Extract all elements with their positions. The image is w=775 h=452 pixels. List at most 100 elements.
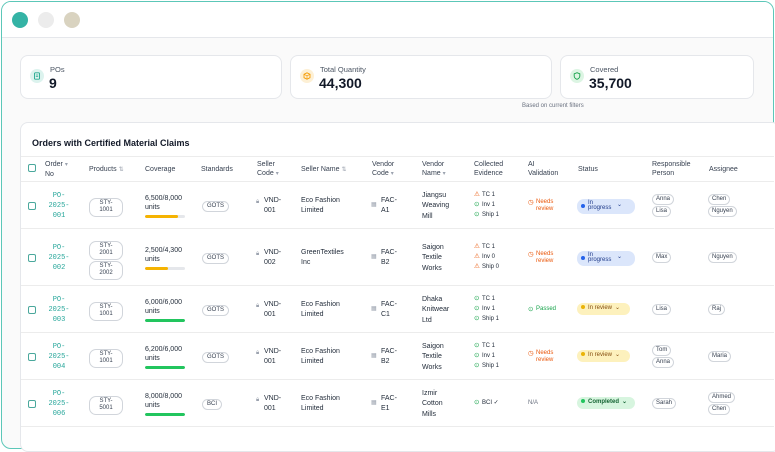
assignee-chip[interactable]: Maria [708, 350, 732, 362]
seller-name-part: Limited [301, 207, 324, 214]
responsible-person-chip[interactable]: Sarah [652, 397, 677, 409]
responsible-person-chip[interactable]: Max [652, 251, 672, 263]
seller-code-part: 001 [264, 311, 276, 318]
window-control-maximize[interactable] [64, 12, 80, 28]
evidence-item: Inv 1 [482, 353, 496, 360]
header-collected-evidence[interactable]: Collected Evidence [474, 161, 504, 177]
stat-card-covered: Covered 35,700 [560, 55, 754, 99]
evidence-item: Inv 1 [482, 306, 496, 313]
header-responsible-person[interactable]: Responsible Person [652, 161, 691, 177]
header-seller-name[interactable]: Seller Name ⇅ [301, 166, 347, 173]
factory-icon: ▦ [371, 201, 377, 208]
status-dot [581, 351, 585, 356]
assignee-chip[interactable]: Raj [708, 303, 726, 315]
header-status[interactable]: Status [578, 166, 598, 173]
evidence-item: TC 1 [482, 191, 496, 198]
row-checkbox[interactable] [28, 352, 36, 361]
po-number-part: 2025- [48, 399, 70, 408]
header-ai-validation[interactable]: AI Validation [528, 161, 559, 177]
clock-icon: ◷ [528, 198, 534, 206]
vendor-code: FAC- B2 [381, 248, 397, 269]
coverage-progress-fill [145, 318, 185, 322]
assignee-chip[interactable]: Chen [708, 403, 731, 415]
vendor-name-part: Weaving [422, 202, 450, 209]
row-checkbox[interactable] [28, 253, 36, 262]
product-chip[interactable]: STY-2001 [89, 240, 123, 260]
collected-evidence: ⚠ TC 1 ⊙ Inv 1 ⊙ Ship 1 [474, 190, 499, 221]
stat-value: 35,700 [589, 75, 632, 91]
assignee-chip[interactable]: Nguyen [708, 205, 737, 217]
header-seller-code[interactable]: Seller Code ▾ [257, 161, 279, 177]
coverage-text: units [145, 256, 160, 263]
product-chip[interactable]: STY-1001 [89, 348, 123, 368]
header-assignee[interactable]: Assignee [709, 166, 738, 173]
vendor-name-part: Saigon [422, 243, 444, 251]
coverage-progress-fill [145, 412, 185, 416]
row-divider [21, 379, 774, 380]
po-number-link[interactable]: PO- 2025- 002 [44, 243, 74, 273]
header-divider-top [21, 156, 774, 157]
row-checkbox[interactable] [28, 305, 36, 314]
check-circle-icon: ⊙ [474, 399, 480, 407]
po-number-link[interactable]: PO- 2025- 004 [44, 342, 74, 372]
responsible-person-chip[interactable]: Tom [652, 344, 672, 356]
collected-evidence: ⊙ BCI ✓ [474, 398, 499, 408]
window-control-close[interactable] [12, 12, 28, 28]
vendor-name-part: Textile [422, 353, 442, 360]
check-circle-icon: ⊙ [474, 294, 480, 302]
status-dropdown[interactable]: Completed ⌄ [577, 396, 635, 409]
status-dot [581, 256, 585, 260]
seller-code-part: VND- [264, 196, 282, 204]
header-standards[interactable]: Standards [201, 166, 233, 173]
evidence-item: TC 1 [482, 295, 496, 302]
row-checkbox[interactable] [28, 201, 36, 210]
window-control-minimize[interactable] [38, 12, 54, 28]
status-dropdown[interactable]: In review ⌄ [577, 349, 630, 362]
responsible-person-chip[interactable]: Lisa [652, 303, 672, 315]
header-order-no[interactable]: Order ▾ No [45, 161, 68, 178]
vendor-name-part: Mill [422, 212, 433, 220]
header-products[interactable]: Products ⇅ [89, 166, 124, 173]
ai-validation: ⊙ Passed [528, 306, 574, 322]
standard-badge: GOTS [202, 351, 230, 363]
vendor-code: FAC- B2 [381, 347, 397, 368]
po-number-part: 002 [52, 263, 66, 272]
product-code: STY-1001 [99, 303, 113, 318]
status-dropdown[interactable]: In review ⌄ [577, 302, 630, 315]
assignee-chip[interactable]: Ahmed [708, 391, 736, 403]
po-number-link[interactable]: PO- 2025- 006 [44, 389, 74, 419]
select-all-checkbox[interactable] [28, 164, 36, 172]
po-number-link[interactable]: PO- 2025- 003 [44, 295, 74, 325]
po-number-part: PO- [52, 389, 66, 398]
box-icon [300, 69, 314, 83]
status-dropdown[interactable]: In progress ⌄ [577, 198, 635, 214]
seller-name: Eco Fashion Limited [301, 394, 369, 415]
assignee-chip[interactable]: Chen [708, 193, 731, 205]
product-chip[interactable]: STY-2002 [89, 260, 123, 280]
coverage-progress-bar [145, 412, 185, 416]
assignee-chip[interactable]: Nguyen [708, 251, 737, 263]
coverage-value: 6,000/6,000 units [145, 298, 195, 317]
header-vendor-name[interactable]: Vendor Name ▾ [422, 161, 446, 177]
status-text: Completed [588, 398, 620, 405]
vendor-code-part: E1 [381, 405, 390, 412]
header-coverage[interactable]: Coverage [145, 166, 176, 173]
status-dropdown[interactable]: In progress ⌄ [577, 250, 635, 266]
header-divider [21, 181, 774, 182]
po-number-part: 2025- [48, 253, 70, 262]
seller-name-part: GreenTextiles [301, 248, 344, 256]
responsible-person-chip[interactable]: Anna [652, 356, 675, 368]
responsible-person-chip[interactable]: Lisa [652, 205, 672, 217]
row-checkbox[interactable] [28, 399, 36, 408]
header-vendor-code[interactable]: Vendor Code ▾ [372, 161, 395, 177]
po-number-link[interactable]: PO- 2025- 001 [44, 191, 74, 221]
seller-code-part: 001 [264, 207, 276, 214]
coverage-text: 6,000/6,000 [145, 298, 182, 306]
po-number-part: PO- [52, 243, 66, 252]
product-chip[interactable]: STY-1001 [89, 197, 123, 217]
responsible-person-chip[interactable]: Anna [652, 193, 675, 205]
product-chip[interactable]: STY-1001 [89, 301, 123, 321]
row-divider [21, 332, 774, 333]
evidence-item: Inv 0 [482, 254, 496, 261]
product-chip[interactable]: STY-5001 [89, 395, 123, 415]
